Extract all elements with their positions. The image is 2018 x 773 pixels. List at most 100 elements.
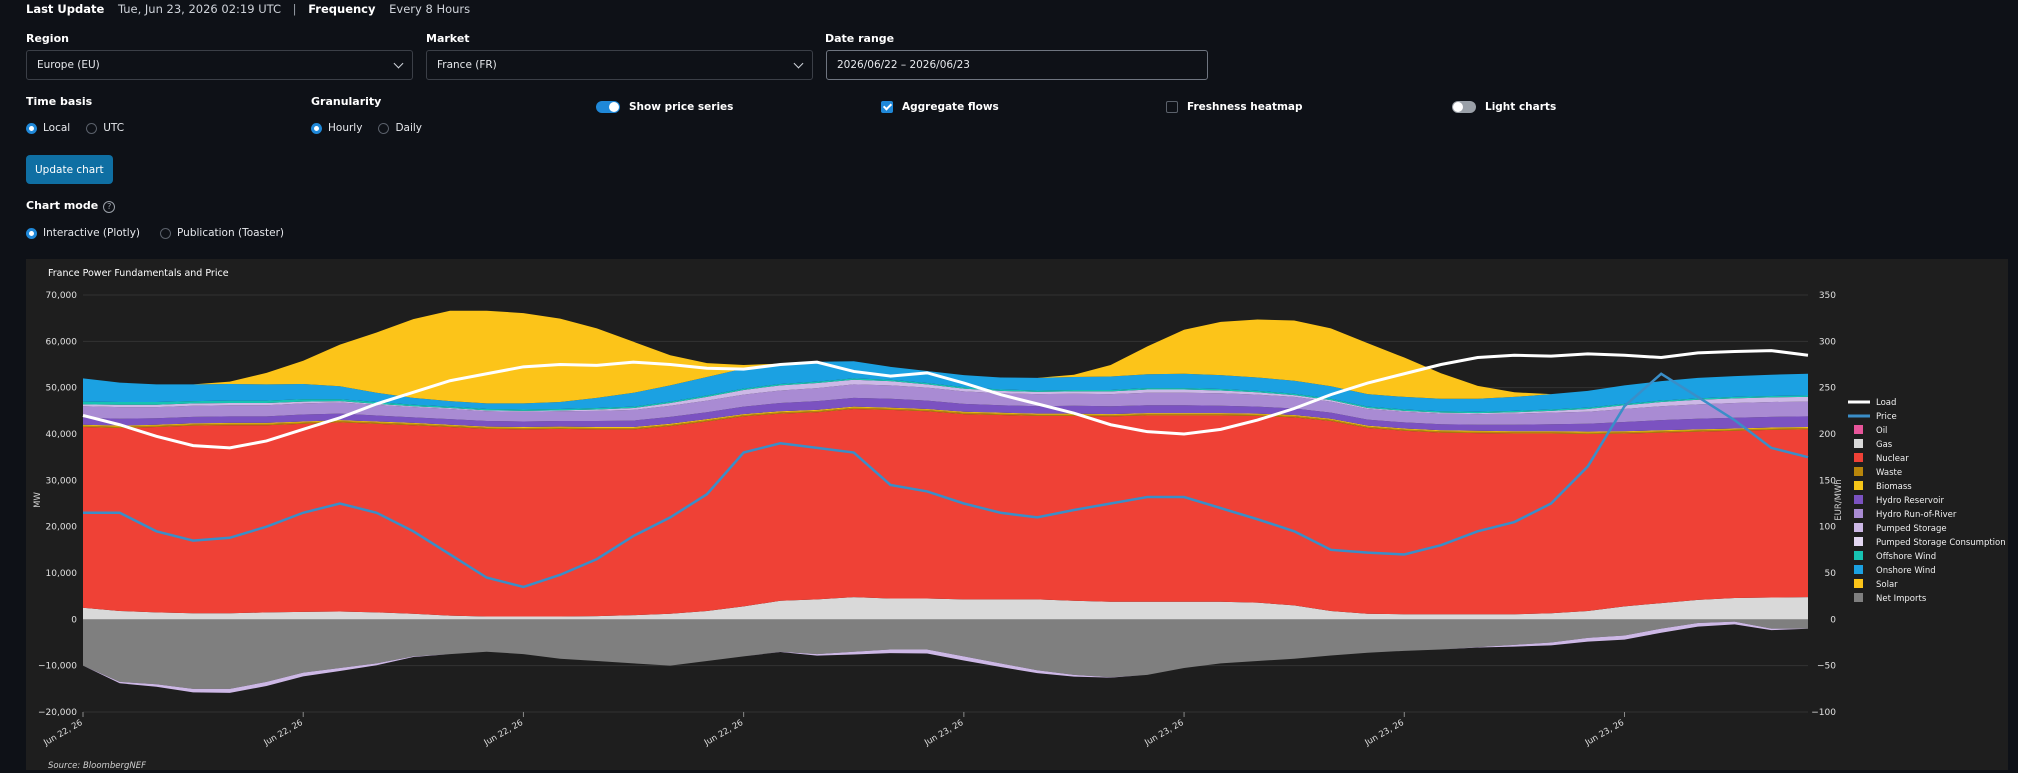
date-range-label: Date range <box>825 32 895 45</box>
granularity-daily-label: Daily <box>395 122 423 134</box>
legend-item-onshore-wind[interactable]: Onshore Wind <box>1854 565 1936 576</box>
light-charts-toggle[interactable]: Light charts <box>1452 101 1556 113</box>
date-range-value: 2026/06/22 – 2026/06/23 <box>837 59 970 71</box>
legend-label: Biomass <box>1876 482 1912 492</box>
y2-tick-label: 200 <box>1819 430 1836 440</box>
area-net-imports[interactable] <box>83 619 1808 689</box>
chart-mode-publication-label: Publication (Toaster) <box>177 227 285 239</box>
update-chart-button[interactable]: Update chart <box>26 155 113 184</box>
chart-mode-radio-group: Interactive (Plotly) Publication (Toaste… <box>26 227 292 239</box>
chart-title: France Power Fundamentals and Price <box>48 268 229 279</box>
legend-swatch <box>1854 467 1863 476</box>
x-tick-label: Jun 23, 26 <box>1363 718 1406 749</box>
frequency-value: Every 8 Hours <box>389 2 471 16</box>
time-basis-local-label: Local <box>43 122 71 134</box>
aggregate-flows-checkbox[interactable]: Aggregate flows <box>881 101 999 113</box>
legend-item-pumped-storage[interactable]: Pumped Storage <box>1854 523 1947 534</box>
legend-label: Onshore Wind <box>1876 566 1936 576</box>
chart-container: France Power Fundamentals and Price 70,0… <box>26 259 2008 771</box>
legend-swatch <box>1854 425 1863 434</box>
legend-item-biomass[interactable]: Biomass <box>1854 481 1912 492</box>
chart-legend: Load Price Oil Gas Nuclear Waste Biomass Hydro … <box>1848 398 2006 604</box>
legend-label: Hydro Run-of-River <box>1876 510 1957 520</box>
market-select[interactable]: France (FR) <box>426 50 813 80</box>
legend-label: Oil <box>1876 426 1887 436</box>
legend-item-price[interactable]: Price <box>1848 412 1897 422</box>
y2-tick-label: 150 <box>1819 476 1836 486</box>
last-update-bar: Last Update Tue, Jun 23, 2026 02:19 UTC … <box>26 2 470 16</box>
toggle-on-icon <box>596 101 620 113</box>
legend-swatch <box>1854 565 1863 574</box>
show-price-series-toggle[interactable]: Show price series <box>596 101 733 113</box>
area-hydro-reservoir[interactable] <box>83 397 1808 432</box>
market-select-value: France (FR) <box>437 59 497 71</box>
chart-mode-interactive-label: Interactive (Plotly) <box>43 227 141 239</box>
header-separator: | <box>292 2 297 16</box>
y-axis-title: MW <box>33 492 43 508</box>
legend-item-pumped-storage-consumption[interactable]: Pumped Storage Consumption <box>1854 537 2006 548</box>
y2-tick-label: 300 <box>1819 337 1836 347</box>
legend-item-offshore-wind[interactable]: Offshore Wind <box>1854 551 1936 562</box>
granularity-hourly-option[interactable]: Hourly <box>311 122 362 134</box>
area-nuclear[interactable] <box>83 408 1808 617</box>
legend-swatch <box>1854 453 1863 462</box>
area-offshore-wind[interactable] <box>83 378 1808 414</box>
legend-swatch <box>1854 481 1863 490</box>
radio-unselected-icon <box>160 227 172 239</box>
y2-tick-label: 350 <box>1819 291 1836 301</box>
area-pumped-storage-consumption[interactable] <box>83 621 1808 693</box>
granularity-daily-option[interactable]: Daily <box>378 122 422 134</box>
legend-item-hydro-run-of-river[interactable]: Hydro Run-of-River <box>1854 509 1957 520</box>
x-tick-label: Jun 22, 26 <box>41 718 84 749</box>
legend-label: Offshore Wind <box>1876 552 1936 562</box>
legend-label: Hydro Reservoir <box>1876 496 1945 506</box>
time-basis-local-option[interactable]: Local <box>26 122 70 134</box>
price-line[interactable] <box>83 372 1809 589</box>
region-select[interactable]: Europe (EU) <box>26 50 413 80</box>
legend-item-waste[interactable]: Waste <box>1854 467 1902 478</box>
legend-item-hydro-reservoir[interactable]: Hydro Reservoir <box>1854 495 1945 506</box>
y2-tick-label: 50 <box>1825 569 1837 579</box>
aggregate-flows-label: Aggregate flows <box>902 101 999 113</box>
question-circle-icon[interactable]: ? <box>103 201 116 213</box>
x-axis: Jun 22, 26 Jun 22, 26 Jun 22, 26 Jun 22, 26… <box>41 712 1626 749</box>
legend-swatch <box>1854 579 1863 588</box>
legend-item-net-imports[interactable]: Net Imports <box>1854 593 1927 604</box>
area-hydro-run-of-river[interactable] <box>83 384 1808 425</box>
chevron-down-icon <box>393 58 404 68</box>
checkbox-unchecked-icon <box>1166 101 1178 113</box>
power-fundamentals-chart[interactable]: France Power Fundamentals and Price 70,0… <box>26 259 2008 771</box>
radio-unselected-icon <box>378 122 390 134</box>
legend-label: Gas <box>1876 440 1893 450</box>
x-tick-label: Jun 22, 26 <box>262 718 305 749</box>
chart-mode-interactive-option[interactable]: Interactive (Plotly) <box>26 227 140 239</box>
legend-swatch <box>1854 495 1863 504</box>
freshness-heatmap-checkbox[interactable]: Freshness heatmap <box>1166 101 1303 113</box>
area-pumped-storage[interactable] <box>83 379 1808 415</box>
legend-item-oil[interactable]: Oil <box>1854 425 1887 436</box>
legend-label: Net Imports <box>1876 594 1927 604</box>
x-tick-label: Jun 23, 26 <box>922 718 965 749</box>
area-onshore-wind[interactable] <box>83 361 1808 412</box>
chart-mode-heading: Chart mode? <box>26 199 116 213</box>
y-tick-label: 30,000 <box>46 476 78 486</box>
legend-item-gas[interactable]: Gas <box>1854 439 1893 450</box>
light-charts-label: Light charts <box>1485 101 1557 113</box>
legend-label: Pumped Storage <box>1876 524 1947 534</box>
y-axis-right: 350 300 250 200 150 100 50 0 −50 −100 <box>1811 291 1836 718</box>
time-basis-utc-option[interactable]: UTC <box>86 122 124 134</box>
chevron-down-icon <box>793 58 804 68</box>
legend-item-solar[interactable]: Solar <box>1854 579 1898 590</box>
area-waste[interactable] <box>83 407 1808 434</box>
load-line[interactable] <box>82 349 1809 450</box>
legend-item-nuclear[interactable]: Nuclear <box>1854 453 1909 464</box>
date-range-input[interactable]: 2026/06/22 – 2026/06/23 <box>826 50 1208 80</box>
legend-item-load[interactable]: Load <box>1848 398 1896 408</box>
area-gas[interactable] <box>83 597 1808 620</box>
chart-source: Source: BloombergNEF <box>48 761 146 770</box>
time-basis-label: Time basis <box>26 95 93 108</box>
region-select-value: Europe (EU) <box>37 59 100 71</box>
chart-mode-publication-option[interactable]: Publication (Toaster) <box>160 227 284 239</box>
y-tick-label: 20,000 <box>46 523 78 533</box>
market-label: Market <box>426 32 470 45</box>
